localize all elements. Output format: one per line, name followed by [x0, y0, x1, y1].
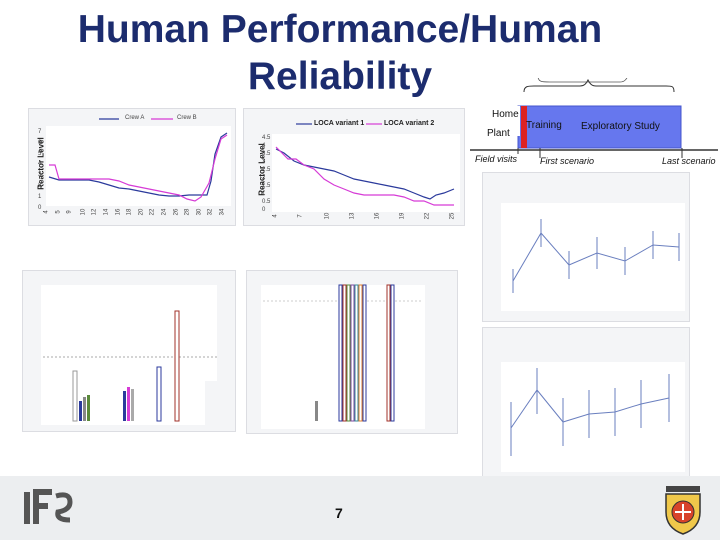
ife-logo: [24, 489, 73, 524]
y-tick-label: 4: [38, 161, 42, 168]
x-tick-label: 22: [424, 212, 431, 220]
shield-logo: [665, 486, 701, 535]
y-tick-label: 0: [38, 204, 42, 211]
exploratory-label: Exploratory Study: [581, 121, 660, 132]
y-tick-label: 4.5: [262, 135, 271, 141]
interval-plot-2: [482, 327, 690, 481]
y-tick-label: 6: [38, 139, 42, 146]
legend-loca-2: LOCA variant 2: [384, 120, 435, 127]
y-tick-label: 4: [262, 143, 266, 149]
x-tick-label: 13: [349, 212, 356, 220]
y-tick-label: 1: [262, 191, 266, 197]
x-tick-label: 24: [161, 208, 168, 216]
training-label: Training: [526, 120, 562, 131]
page-number: 7: [335, 505, 343, 521]
y-tick-label: 0.5: [262, 199, 271, 205]
series-loca-2: [275, 146, 454, 206]
interval-line: [512, 232, 680, 282]
title-line-1: Human Performance/Human: [77, 8, 603, 51]
x-tick-label: 28: [184, 208, 191, 216]
x-tick-label: 10: [80, 208, 87, 216]
x-tick-label: 5: [55, 210, 62, 214]
footer-bar: [0, 476, 720, 540]
y-tick-label: 0: [262, 207, 266, 213]
x-tick-label: 14: [103, 208, 110, 216]
y-tick-label: 3: [38, 172, 42, 179]
x-tick-label: 18: [126, 208, 133, 216]
chart-crew: Crew A Crew B Reactor Level 4 5 9 10 12 14 16 1…: [28, 108, 236, 226]
y-tick-label: 5: [38, 150, 42, 157]
x-tick-label: 34: [219, 208, 226, 216]
y-tick-label: 2.5: [262, 167, 271, 173]
chart-loca: LOCA variant 1 LOCA variant 2 Reactor Le…: [243, 108, 465, 226]
interval-line: [510, 389, 670, 429]
x-tick-label: 22: [149, 208, 156, 216]
x-tick-label: 20: [138, 208, 145, 216]
y-tick-label: 3: [262, 159, 266, 165]
x-tick-label: 19: [399, 212, 406, 220]
training-marker: [521, 106, 527, 148]
slide-title: Human Performance/Human Reliability: [40, 6, 640, 100]
plant-label: Plant: [487, 128, 510, 139]
x-tick-label: 30: [196, 208, 203, 216]
first-scenario-label: First scenario: [540, 156, 595, 166]
bar-chart-1: [22, 270, 236, 432]
y-tick-label: 2: [262, 175, 266, 181]
y-tick-label: 1: [38, 193, 42, 200]
timeline-graphic: [470, 78, 718, 158]
x-tick-label: 32: [207, 208, 214, 216]
x-tick-label: 10: [324, 212, 331, 220]
x-tick-label: 16: [374, 212, 381, 220]
title-line-2: Reliability: [247, 55, 433, 98]
brace-upper-2: [537, 78, 628, 83]
bar-chart-2: [246, 270, 458, 434]
series-crew-b: [49, 134, 228, 202]
x-tick-label: 26: [172, 208, 179, 216]
home-label: Home: [492, 109, 519, 120]
brace-upper: [523, 78, 675, 93]
x-tick-label: 16: [114, 208, 121, 216]
y-tick-label: 7: [38, 129, 42, 135]
x-tick-label: 7: [297, 214, 304, 218]
x-tick-label: 25: [449, 212, 456, 220]
x-tick-label: 12: [91, 208, 98, 216]
x-tick-label: 4: [272, 214, 279, 218]
y-tick-label: 3.5: [262, 151, 271, 157]
y-tick-label: 2: [38, 183, 42, 189]
y-tick-label: 1.5: [262, 183, 271, 189]
series-crew-a: [48, 132, 228, 197]
interval-plot-1: [482, 172, 690, 322]
legend-crew-a: Crew A: [125, 115, 145, 121]
field-visits-label: Field visits: [475, 154, 518, 164]
series-loca-1: [275, 148, 455, 200]
last-scenario-label: Last scenario: [662, 156, 716, 166]
x-tick-label: 4: [43, 210, 50, 214]
x-tick-label: 9: [66, 210, 73, 214]
legend-crew-b: Crew B: [177, 115, 197, 121]
legend-loca-1: LOCA variant 1: [314, 120, 365, 127]
home-plant-area: [490, 106, 520, 136]
